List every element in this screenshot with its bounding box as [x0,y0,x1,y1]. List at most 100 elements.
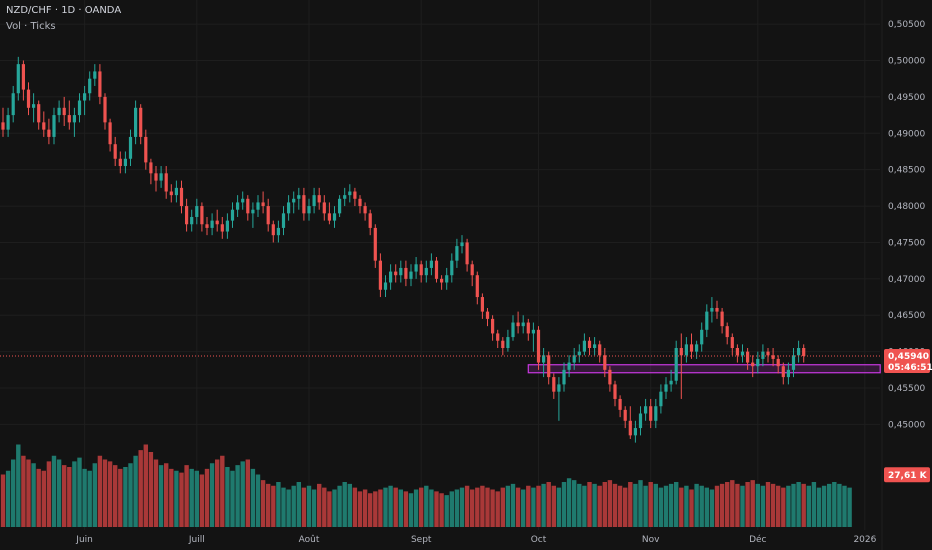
candle-body [378,260,382,290]
price-tick-label: 0,48000 [888,202,925,212]
candle-body [455,246,459,261]
volume-bar [5,470,11,527]
candle [123,151,127,174]
candle [62,96,66,127]
price-tick-label: 0,46500 [888,311,925,321]
volume-bar [689,489,694,527]
candle [440,275,444,290]
candle-body [389,271,393,283]
candle [419,260,423,283]
volume-bar [643,485,648,527]
candle [593,337,597,356]
volume-bar [204,468,210,527]
volume-bar [317,483,322,527]
candle [312,187,316,214]
volume-bar [62,465,67,527]
candle-body [67,115,71,123]
candle [409,264,413,287]
volume-bar [368,493,373,527]
volume-bar [679,487,684,527]
volume-bar [26,459,31,527]
candle [751,355,755,378]
volume-bar [271,485,276,527]
candle-body [343,195,347,199]
candle [587,337,592,356]
candle-body [261,202,265,207]
volume-bar [148,452,154,527]
candle-body [608,369,612,385]
volume-bar [67,467,72,527]
candle-body [42,122,46,130]
candles [1,56,806,443]
candle [740,344,745,363]
candle [485,307,490,327]
volume-bar [408,493,414,527]
candle [491,315,495,341]
candle-body [195,206,199,217]
candle-body [57,107,61,116]
volume-bar [832,482,837,527]
price-axis[interactable]: 0,50500 0,50000 0,49500 0,49000 0,48500 0,480… [881,0,925,550]
candle-body [307,206,311,214]
volume-bar [311,489,317,527]
candle-body [659,391,663,407]
volume-tag: 27,61 K [884,467,930,483]
volume-bar [510,483,516,527]
candle [215,209,219,232]
candle-body [220,224,224,232]
candle [195,198,199,225]
candle [649,398,653,429]
candle-body [613,384,617,399]
price-tick-label: 0,49000 [888,129,925,139]
volume-indicator-label: Vol · Ticks [6,21,56,32]
candle [88,71,92,101]
time-tick-label: 2026 [853,535,876,545]
price-tick-label: 0,45000 [888,420,925,430]
volume-bar [755,483,760,527]
volume-bar [505,485,511,527]
candle [531,322,535,352]
candle-body [338,198,342,214]
last-price-tag-bg [884,349,930,374]
time-axis[interactable]: Juin Juill Août Sept Oct Nov Déc 2026 [75,534,876,545]
candle [557,377,561,421]
candle [598,340,602,363]
candle-body [404,267,408,279]
volume-tag-value: 27,61 K [888,471,928,481]
volume-bar [383,487,388,527]
candle [113,136,117,167]
candle-body [399,267,403,276]
candle-body [348,191,352,196]
volume-bar [623,487,628,527]
candle-body [552,377,556,392]
candle-body [139,107,143,137]
candle-body [572,355,576,363]
volume-bar [102,459,108,527]
candle-body [353,191,357,199]
candle-body [496,333,500,341]
candle-body [664,384,668,392]
candle-body [562,369,566,385]
candle-body [230,209,235,221]
volume-bar [123,467,128,527]
volume-bar [199,474,205,527]
volume-bar [138,450,143,527]
candle [613,380,617,407]
candle [547,351,551,385]
candle [185,198,189,232]
candle [37,100,41,130]
volume-bar [577,483,582,527]
candle-body [797,347,801,356]
candle-body [149,162,153,174]
volume-bar [837,483,842,527]
volume-bar [750,480,755,527]
candle-body [287,202,291,214]
candle-body [674,347,678,381]
candle-body [383,282,388,290]
volume-bar [164,463,169,527]
candle [266,198,270,232]
candle [679,333,683,399]
candle-body [720,311,724,327]
candle [445,267,449,290]
